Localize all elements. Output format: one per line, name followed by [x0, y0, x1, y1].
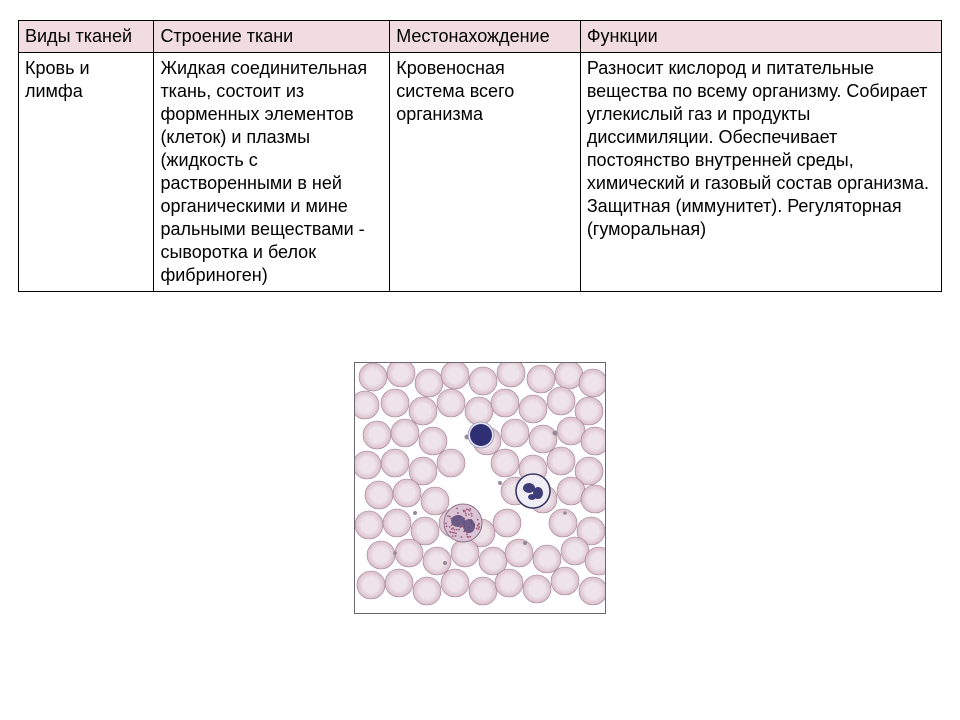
table-header: Виды тканей Строение ткани Местонахожден…	[19, 21, 942, 53]
col-header-location: Местонахождение	[390, 21, 581, 53]
cell-type: Кровь и лимфа	[19, 53, 154, 292]
col-header-structure: Строение ткани	[154, 21, 390, 53]
page: Виды тканей Строение ткани Местонахожден…	[0, 0, 960, 634]
table-row: Кровь и лимфа Жидкая соединительная ткан…	[19, 53, 942, 292]
tissue-table: Виды тканей Строение ткани Местонахожден…	[18, 20, 942, 292]
blood-smear-svg	[355, 363, 605, 613]
cell-function: Разносит кислород и питательные вещества…	[580, 53, 941, 292]
cell-location: Кровеносная система всего организма	[390, 53, 581, 292]
col-header-type: Виды тканей	[19, 21, 154, 53]
blood-smear-figure	[354, 362, 606, 614]
cell-structure: Жидкая соединительная ткань, состоит из …	[154, 53, 390, 292]
col-header-function: Функции	[580, 21, 941, 53]
